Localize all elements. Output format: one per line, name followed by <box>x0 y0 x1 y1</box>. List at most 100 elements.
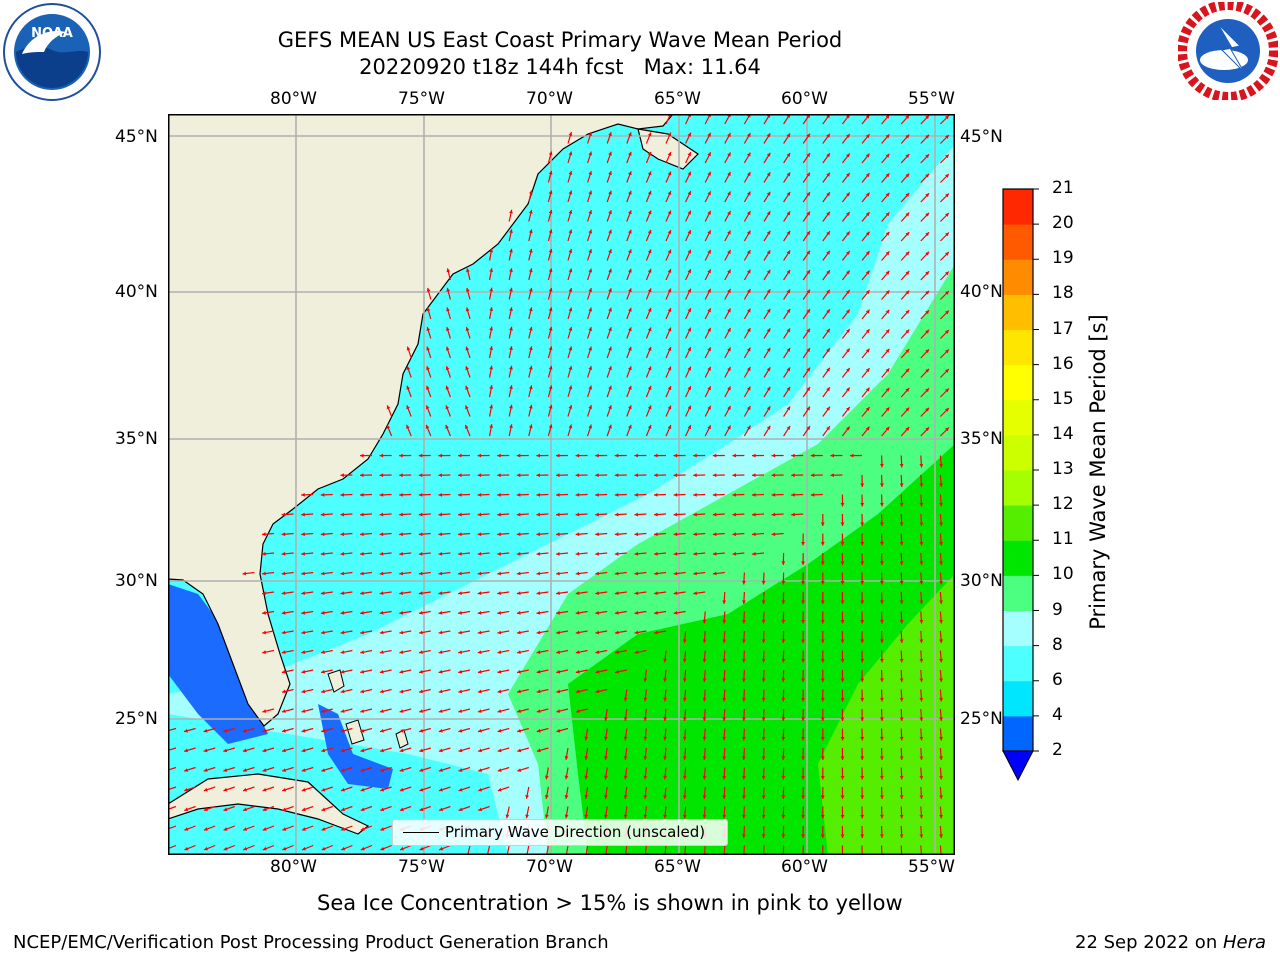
wave-direction-arrowhead <box>321 827 326 831</box>
wave-direction-arrowhead <box>761 736 766 741</box>
wave-direction-arrowhead <box>746 289 751 294</box>
wave-direction-arrowhead <box>667 249 672 254</box>
wave-direction-arrowhead <box>379 591 384 596</box>
wave-direction-arrowhead <box>360 532 364 537</box>
wave-direction-arrowhead <box>846 211 850 216</box>
wave-direction-arrowhead <box>899 814 904 819</box>
wave-direction-arrowhead <box>727 405 731 410</box>
wave-direction-arrowhead <box>939 600 943 604</box>
wave-direction-arrowhead <box>880 561 884 565</box>
wave-direction-arrowhead <box>628 424 632 429</box>
wave-direction-arrowhead <box>687 269 691 274</box>
wave-direction-arrowhead <box>786 406 791 411</box>
wave-direction-arrowhead <box>667 269 672 274</box>
wave-direction-arrowhead <box>919 678 924 682</box>
wave-direction-arrowhead <box>516 551 521 556</box>
wave-direction-arrowhead <box>426 346 430 351</box>
wave-direction-arrowhead <box>945 329 949 334</box>
wave-direction-arrowhead <box>438 571 443 576</box>
wave-direction-arrowhead <box>865 134 870 139</box>
wave-direction-arrowhead <box>360 669 365 674</box>
wave-direction-arrowhead <box>614 571 619 576</box>
wave-direction-arrowhead <box>643 697 648 702</box>
wave-direction-arrowhead <box>810 453 815 458</box>
wave-direction-arrowhead <box>885 387 890 392</box>
wave-direction-arrowhead <box>939 756 943 760</box>
colorbar-tick-label: 21 <box>1052 178 1074 198</box>
wave-direction-arrowhead <box>242 748 247 753</box>
wave-direction-arrowhead <box>242 728 247 733</box>
lat-label-right: 35°N <box>960 429 1003 449</box>
wave-direction-arrowhead <box>379 610 384 615</box>
wave-direction-arrowhead <box>654 532 658 537</box>
wave-direction-arrow <box>703 845 706 855</box>
wave-direction-arrowhead <box>925 115 930 120</box>
wave-direction-arrowhead <box>687 132 691 137</box>
wave-direction-arrowhead <box>673 591 678 596</box>
wave-direction-arrowhead <box>791 512 795 517</box>
wave-direction-arrowhead <box>604 717 608 721</box>
wave-direction-arrowhead <box>379 571 384 576</box>
wave-direction-arrowhead <box>742 795 746 799</box>
wave-direction-arrowhead <box>826 328 830 333</box>
lon-label-top: 80°W <box>270 89 317 109</box>
wave-direction-arrowhead <box>321 650 325 654</box>
wave-direction-arrowhead <box>786 230 791 235</box>
wave-direction-arrowhead <box>786 172 791 177</box>
wave-direction-arrowhead <box>595 610 600 615</box>
wave-direction-arrowhead <box>687 288 691 293</box>
wave-direction-arrowhead <box>860 619 865 624</box>
wave-direction-arrowhead <box>766 133 771 138</box>
wave-direction-arrowhead <box>465 346 470 351</box>
wave-direction-arrowhead <box>860 483 865 487</box>
lon-label-bottom: 70°W <box>526 857 573 877</box>
wave-direction-arrowhead <box>301 630 306 635</box>
wave-direction-arrowhead <box>242 571 247 576</box>
wave-direction-arrowhead <box>446 327 450 331</box>
wave-direction-arrowhead <box>806 289 810 294</box>
wave-direction-arrowhead <box>766 406 771 411</box>
wave-direction-arrowhead <box>846 367 850 372</box>
wave-direction-arrowhead <box>682 697 687 702</box>
lat-label-left: 35°N <box>115 429 158 449</box>
wave-direction-arrowhead <box>801 619 806 624</box>
wave-direction-arrowhead <box>682 756 687 760</box>
wave-direction-arrowhead <box>746 367 751 372</box>
wave-direction-arrowhead <box>647 249 652 254</box>
wave-direction-arrowhead <box>687 327 691 332</box>
wave-direction-arrowhead <box>184 807 189 812</box>
wave-direction-arrowhead <box>791 492 795 497</box>
wave-direction-arrowhead <box>536 453 540 458</box>
wave-direction-arrowhead <box>742 619 746 624</box>
wave-direction-arrowhead <box>575 689 580 694</box>
wave-direction-arrowhead <box>320 492 325 497</box>
wave-direction-arrowhead <box>360 846 365 851</box>
wave-direction-arrowhead <box>663 795 668 799</box>
wave-direction-arrowhead <box>654 473 658 478</box>
wave-direction-arrowhead <box>262 551 266 556</box>
wave-direction-arrowhead <box>568 346 573 351</box>
wave-direction-arrowhead <box>687 405 691 410</box>
wave-direction-arrowhead <box>820 541 825 546</box>
wave-direction-arrowhead <box>575 650 580 654</box>
wave-direction-arrowhead <box>919 756 924 760</box>
wave-direction-arrowhead <box>820 756 825 760</box>
wave-direction-arrowhead <box>399 669 404 674</box>
wave-direction-arrowhead <box>477 709 482 713</box>
wave-direction-arrowhead <box>786 269 791 274</box>
wave-direction-arrowhead <box>925 349 930 354</box>
wave-direction-arrowhead <box>781 756 786 760</box>
colorbar-tick-label: 16 <box>1052 353 1074 374</box>
colorbar-segment <box>1003 680 1033 717</box>
wave-direction-arrowhead <box>445 366 450 371</box>
wave-direction-arrowhead <box>556 512 560 517</box>
wave-direction-arrowhead <box>584 736 589 741</box>
wave-direction-arrowhead <box>727 132 731 137</box>
wave-direction-arrowhead <box>568 326 573 331</box>
wave-direction-arrowhead <box>860 658 865 663</box>
lon-label-top: 60°W <box>781 89 828 109</box>
wave-direction-arrowhead <box>667 425 672 430</box>
wave-direction-arrowhead <box>628 327 632 332</box>
wave-direction-arrowhead <box>667 386 672 391</box>
wave-direction-arrowhead <box>399 748 404 753</box>
